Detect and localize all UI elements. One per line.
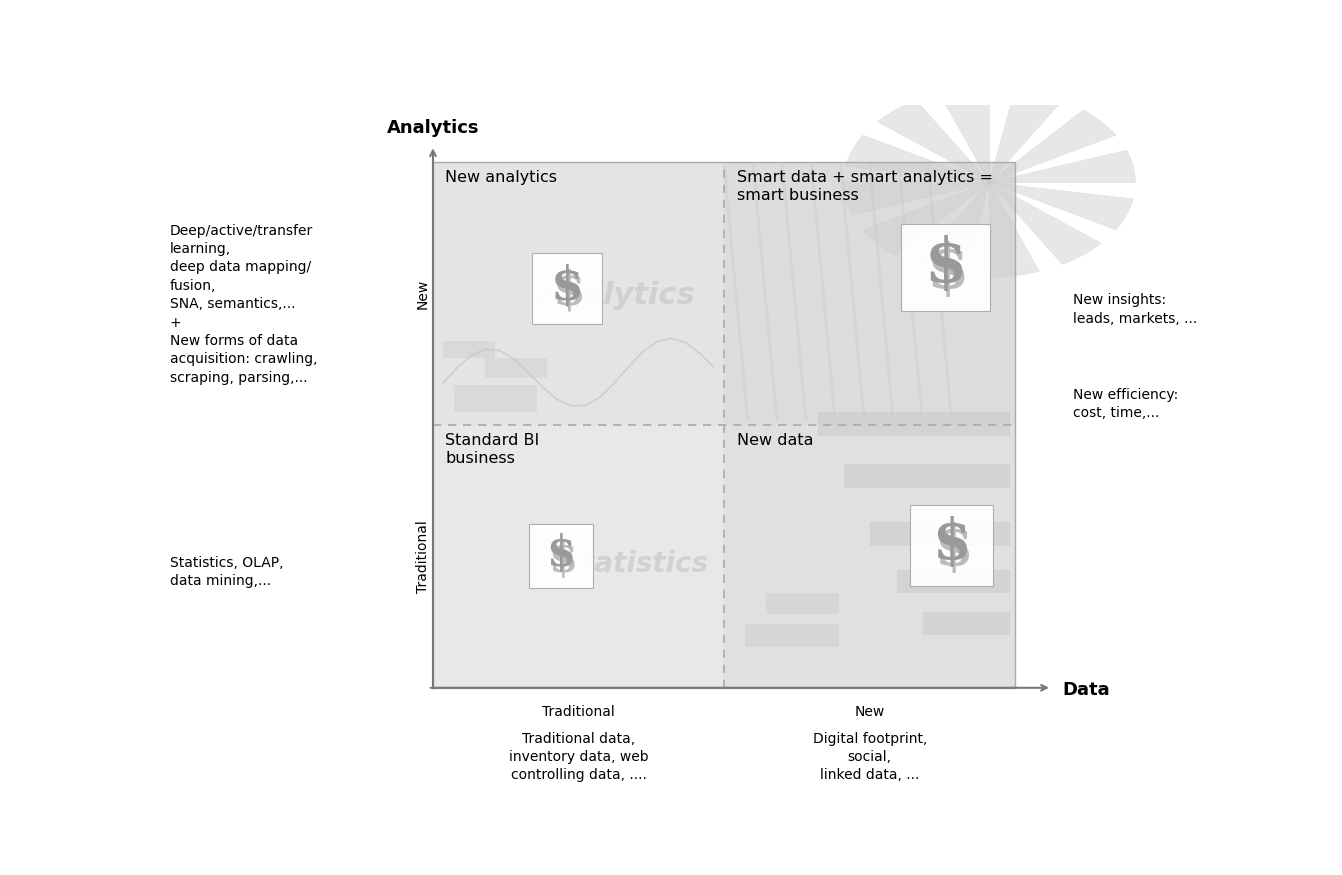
Bar [433, 425, 725, 688]
Text: $: $ [550, 263, 584, 310]
Wedge shape [989, 150, 1135, 183]
Bar [531, 253, 603, 324]
Text: Traditional data,
inventory data, web
controlling data, ....: Traditional data, inventory data, web co… [509, 732, 648, 782]
Text: Smart data + smart analytics =
smart business: Smart data + smart analytics = smart bus… [737, 171, 993, 203]
Bar [745, 624, 839, 648]
Text: New analytics: New analytics [446, 171, 557, 186]
Bar [529, 524, 593, 588]
Wedge shape [939, 88, 989, 183]
Bar [454, 385, 537, 411]
Bar [725, 162, 1016, 425]
Bar [923, 612, 1011, 635]
Text: $: $ [549, 539, 578, 581]
Text: Digital footprint,
social,
linked data, ...: Digital footprint, social, linked data, … [813, 732, 927, 782]
Text: Deep/active/transfer
learning,
deep data mapping/
fusion,
SNA, semantics,...
+
N: Deep/active/transfer learning, deep data… [170, 223, 317, 385]
Text: New efficiency:
cost, time,...: New efficiency: cost, time,... [1072, 388, 1178, 420]
Text: Analytics: Analytics [386, 119, 479, 136]
Bar [433, 162, 1016, 688]
Bar [902, 224, 989, 312]
Wedge shape [989, 183, 1133, 230]
Text: Traditional: Traditional [416, 520, 429, 592]
Text: $: $ [926, 241, 969, 301]
Text: $: $ [553, 269, 585, 315]
Wedge shape [843, 183, 989, 215]
Text: $: $ [546, 534, 576, 576]
Text: Statistics, OLAP,
data mining,...: Statistics, OLAP, data mining,... [170, 556, 283, 588]
Bar [819, 412, 1011, 436]
Text: $: $ [931, 516, 970, 571]
Wedge shape [989, 183, 1039, 277]
Text: New insights:
leads, markets, ...: New insights: leads, markets, ... [1072, 293, 1197, 326]
Wedge shape [917, 183, 989, 276]
Bar [725, 425, 1016, 688]
Bar [896, 570, 1011, 593]
Bar [443, 340, 495, 358]
Bar [844, 465, 1011, 488]
Text: Analytics: Analytics [538, 281, 695, 310]
Wedge shape [989, 89, 1063, 183]
Text: Data: Data [1063, 682, 1110, 699]
Text: New: New [855, 704, 884, 718]
Bar [871, 522, 1011, 546]
Text: Standard BI
business: Standard BI business [446, 433, 539, 466]
Text: $: $ [934, 522, 973, 577]
Text: Traditional: Traditional [542, 704, 615, 718]
Wedge shape [845, 135, 989, 183]
Wedge shape [878, 101, 989, 183]
Bar [910, 506, 993, 586]
Bar [484, 358, 548, 378]
Bar [433, 162, 725, 425]
Wedge shape [989, 110, 1115, 183]
Wedge shape [989, 183, 1102, 264]
Bar [766, 593, 839, 613]
Bar [433, 162, 1016, 688]
Text: $: $ [925, 235, 966, 296]
Text: New: New [416, 278, 429, 309]
Wedge shape [863, 183, 989, 255]
Text: New data: New data [737, 433, 813, 448]
Text: Statistics: Statistics [561, 550, 709, 578]
